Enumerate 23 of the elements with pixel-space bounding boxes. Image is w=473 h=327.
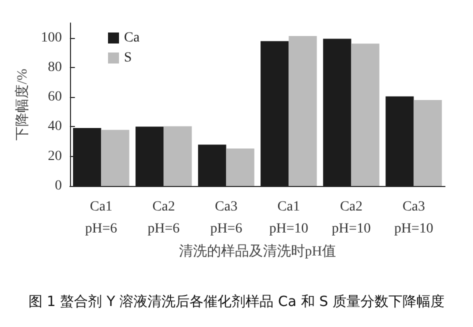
text: 图 1 螯合剂 Y 溶液清洗后各催化剂样品 Ca 和 S 质量分数下降幅度 (28, 294, 445, 310)
x-tick-label: Ca1 pH=10 (269, 200, 308, 236)
y-tick-label: 80 (48, 60, 62, 75)
x-tick-label: Ca3 pH=10 (394, 200, 434, 236)
x-axis-title: 清洗的样品及清洗时pH值 (178, 243, 336, 260)
y-axis-title: 下降幅度/% (14, 68, 30, 140)
y-tick-label: 100 (40, 30, 62, 46)
x-tick-label: Ca2 pH=10 (332, 200, 371, 236)
y-tick-label: 40 (48, 119, 62, 134)
x-tick-label: Ca2 pH=6 (148, 200, 180, 236)
x-tick-label: Ca1 pH=6 (85, 200, 118, 236)
y-tick-label: 60 (48, 90, 62, 105)
bar (164, 126, 192, 186)
y-tick-label: 20 (48, 148, 62, 164)
y-tick-label: 0 (54, 178, 62, 194)
legend-label: S (124, 50, 132, 66)
bar (288, 36, 317, 186)
bar (351, 44, 380, 186)
x-tick-label: Ca3 pH=6 (210, 200, 242, 236)
bar (414, 100, 442, 186)
bar (226, 148, 254, 186)
bar (101, 130, 130, 186)
legend-label: Ca (124, 30, 140, 46)
